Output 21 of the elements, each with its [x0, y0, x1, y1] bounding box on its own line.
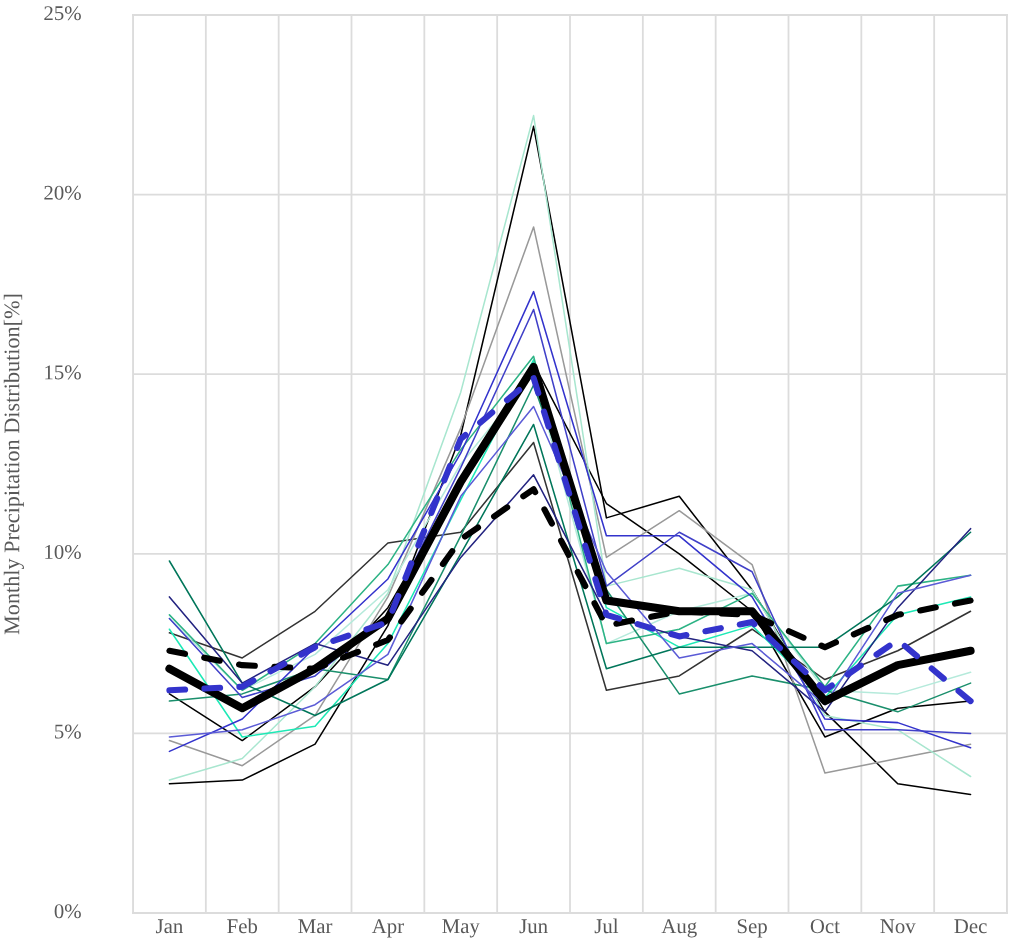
y-tick-label: 10%	[45, 544, 81, 560]
line-series	[168, 226, 972, 774]
x-tick-label: Nov	[880, 919, 916, 934]
y-axis-title: Monthly Precipitation Distribution[%]	[3, 294, 24, 635]
x-tick-label: Oct	[810, 919, 840, 934]
x-tick-label: Feb	[227, 918, 258, 934]
x-tick-label: Jul	[594, 918, 619, 934]
x-tick-label: Aug	[661, 919, 697, 938]
x-tick-label: Jun	[519, 919, 548, 934]
line-series	[168, 474, 972, 713]
x-tick-label: Dec	[954, 919, 987, 934]
x-tick-label: Jan	[155, 919, 183, 934]
x-tick-label: May	[442, 919, 480, 938]
y-tick-label: 20%	[44, 185, 81, 200]
x-tick-label: Apr	[371, 919, 404, 938]
x-tick-label: Sep	[737, 919, 767, 938]
y-tick-label: 0%	[54, 904, 81, 919]
y-tick-label: 5%	[55, 724, 81, 739]
x-tick-label: Mar	[298, 919, 333, 934]
y-tick-label: 25%	[44, 6, 81, 21]
y-tick-label: 15%	[45, 365, 81, 380]
